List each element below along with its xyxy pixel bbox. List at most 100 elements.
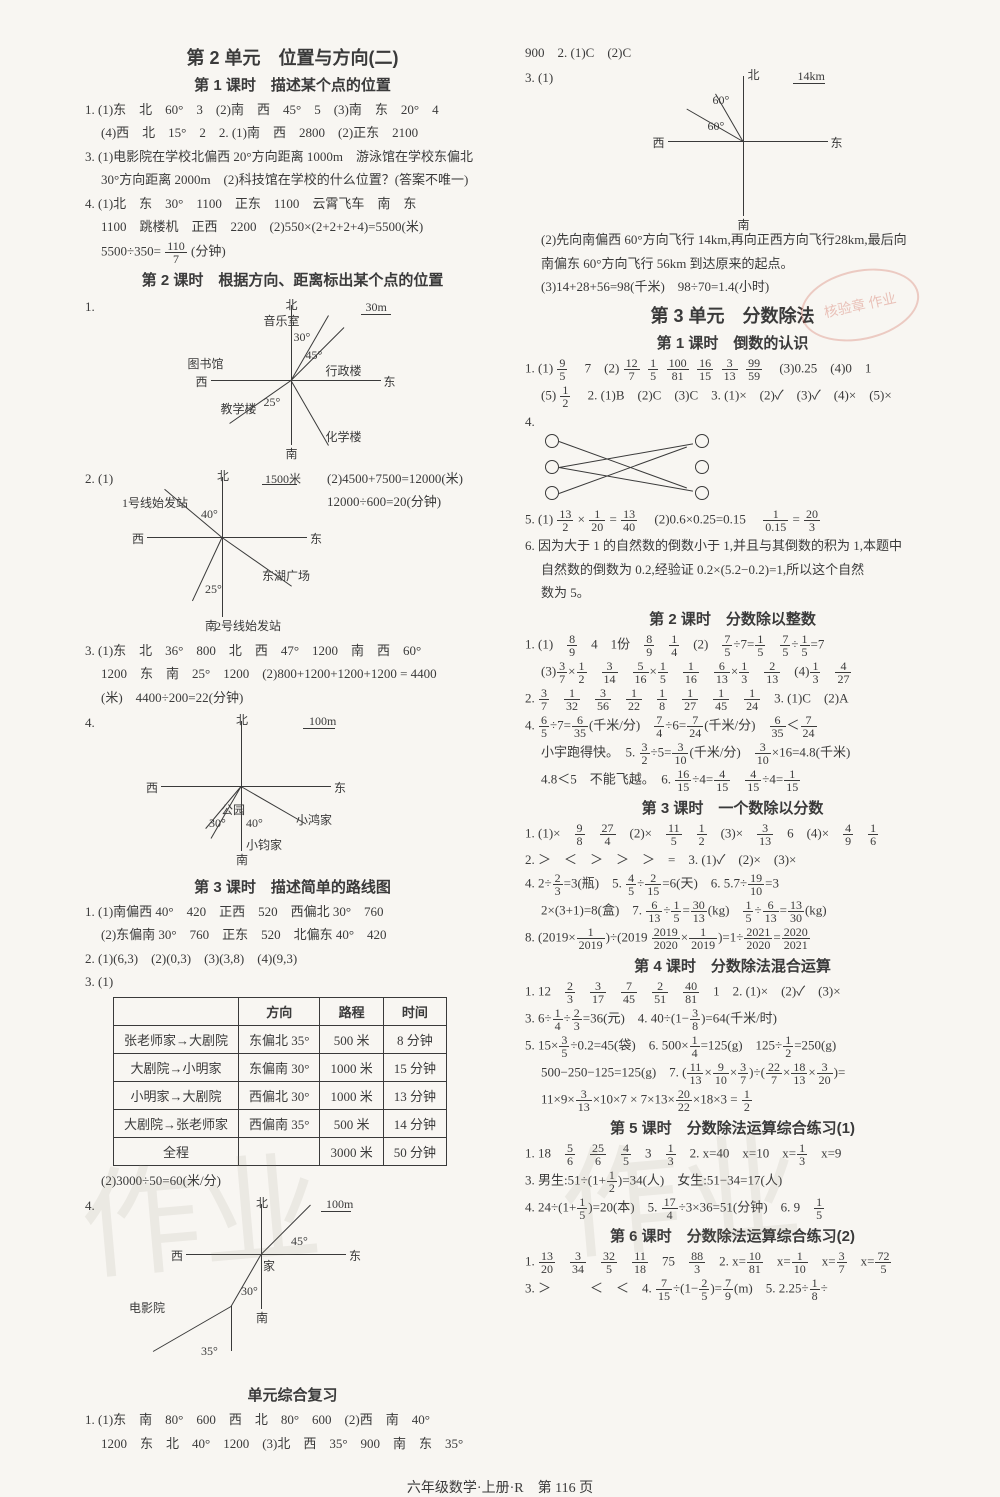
u3l3-l3: 4. 2÷23=3(瓶) 5. 45÷215=6(天) 6. 5.7÷1910=… [525, 872, 940, 897]
fraction: 516 [633, 660, 649, 685]
d3-north: 北 [236, 711, 248, 728]
fraction: 18 [810, 1277, 820, 1302]
u3l3-l1: 1. (1)× 98 274 (2)× 115 12 (3)× 313 6 (4… [525, 822, 940, 847]
fraction: 13 [666, 1142, 676, 1167]
fraction: 16 [868, 822, 878, 847]
fraction: 325 [601, 1250, 617, 1275]
frac-13-40: 1340 [621, 508, 637, 533]
u3l5-l1: 1. 18 56 256 45 3 13 2. x=40 x=10 x=13 x… [525, 1142, 940, 1167]
diagram-2: 北 南 东 西 1500米 1号线始发站 40° 东湖广场 25° 2号线始发站 [127, 472, 327, 632]
fraction: 427 [835, 660, 851, 685]
fraction: 635 [572, 714, 588, 739]
d4-home: 家 [263, 1257, 275, 1274]
table-row: 大剧院→张老师家西偏南 35°500 米14 分钟 [114, 1109, 447, 1137]
u3l1-q1c: (5) 12 2. (1)B (2)C (3)C 3. (1)× (2)✓ (3… [525, 384, 940, 409]
fraction: 1113 [687, 1061, 703, 1086]
l1-q1b: (4)西 北 15° 2 2. (1)南 西 2800 (2)正东 2100 [85, 122, 500, 143]
fraction: 227 [766, 1061, 782, 1086]
fraction: 314 [602, 660, 618, 685]
fraction: 256 [590, 1142, 606, 1167]
fraction: 635 [770, 714, 786, 739]
d1-east: 东 [384, 373, 396, 390]
route-table: 方向 路程 时间 张老师家→大剧院东偏北 35°500 米8 分钟大剧院→小明家… [113, 997, 447, 1166]
fraction: 122 [626, 687, 642, 712]
fraction: 20212020 [744, 926, 772, 951]
l1-q3b: 30°方向距离 2000m (2)科技馆在学校的什么位置？(答案不唯一) [85, 169, 500, 190]
review-title: 单元综合复习 [85, 1384, 500, 1405]
l3-q3: 3. (1) [85, 974, 113, 989]
fraction: 23 [553, 872, 563, 897]
l3-q3b: (2)3000÷50=60(米/分) [85, 1170, 500, 1191]
d1-a30: 30° [294, 330, 311, 345]
d4-scale: 100m [326, 1197, 353, 1212]
u3l2-l4: 4. 65÷7=635(千米/分) 74÷6=724(千米/分) 635＜724 [525, 714, 940, 739]
d2-a40: 40° [201, 507, 218, 522]
fraction: 20202021 [782, 926, 810, 951]
fraction: 14 [553, 1007, 563, 1032]
l3-q1: 1. (1)南偏西 40° 420 正西 520 西偏北 30° 760 [85, 901, 500, 922]
d1-north: 北 [286, 296, 298, 313]
frac-1-0.15: 10.15 [763, 508, 788, 533]
fraction: 98 [575, 822, 585, 847]
fraction: 613 [714, 660, 730, 685]
d3-east: 东 [334, 779, 346, 796]
fraction: 14 [690, 1034, 700, 1059]
frac-9-5: 95 [557, 357, 567, 382]
d3-scale: 100m [309, 714, 336, 729]
fraction: 37 [738, 1061, 748, 1086]
fraction: 725 [875, 1250, 891, 1275]
frac-13-2: 132 [557, 508, 573, 533]
fraction: 12 [577, 660, 587, 685]
table-cell: 东偏南 30° [239, 1053, 320, 1081]
matching-diagram [545, 434, 715, 504]
d3-a30: 30° [209, 816, 226, 831]
l1-q4c-pre: 5500÷350= [101, 243, 161, 258]
fraction: 1910 [748, 872, 764, 897]
d2-side1: (2)4500+7500=12000(米) [327, 468, 500, 489]
fraction: 12019 [577, 926, 605, 951]
fraction: 75 [780, 633, 790, 658]
l1-q4c-post: (分钟) [191, 243, 226, 258]
lesson1-title: 第 1 课时 描述某个点的位置 [85, 74, 500, 95]
l1-q4b: 1100 跳楼机 正西 2200 (2)550×(2+2+2+4)=5500(米… [85, 216, 500, 237]
d1-xingzheng: 行政楼 [326, 362, 362, 379]
fraction: 12 [607, 1169, 617, 1194]
rev-q1b: 1200 东 北 40° 1200 (3)北 西 35° 900 南 东 35° [85, 1433, 500, 1454]
fraction: 320 [817, 1061, 833, 1086]
fraction: 613 [646, 899, 662, 924]
r-top: 900 2. (1)C (2)C [525, 42, 940, 63]
u3l6-title: 第 6 课时 分数除法运算综合练习(2) [525, 1225, 940, 1246]
route-header-row: 方向 路程 时间 [114, 997, 447, 1025]
d5-a60b: 60° [708, 119, 725, 134]
u3l3-l5: 8. (2019×12019)÷(2019 20192020×12019)=1÷… [525, 926, 940, 951]
d1-tushu: 图书馆 [188, 355, 224, 372]
d2-a25: 25° [205, 582, 222, 597]
unit2-title: 第 2 单元 位置与方向(二) [85, 44, 500, 70]
fraction: 15 [658, 660, 668, 685]
u3l1-q4-label: 4. [525, 411, 940, 432]
d5-east: 东 [831, 134, 843, 151]
table-cell: 1000 米 [320, 1053, 383, 1081]
frac-99-59: 9959 [746, 357, 762, 382]
frac-1-20: 120 [589, 508, 605, 533]
u3l2-l1: 1. (1) 89 4 1份 89 14 (2) 75÷7=15 75÷15=7 [525, 633, 940, 658]
u3l4-l5: 11×9×313×10×7 × 7×13×2022×18×3 = 12 [525, 1088, 940, 1113]
frac-12-7: 127 [624, 357, 640, 382]
fraction: 18 [657, 687, 667, 712]
page-container: 第 2 单元 位置与方向(二) 第 1 课时 描述某个点的位置 1. (1)东 … [0, 0, 1000, 1471]
fraction: 910 [713, 1061, 729, 1086]
table-cell: 全程 [114, 1137, 239, 1165]
fraction: 1118 [632, 1250, 648, 1275]
fraction: 116 [683, 660, 699, 685]
u3l4-l2: 3. 6÷14÷23=36(元) 4. 40÷(1−38)=64(千米/时) [525, 1007, 940, 1032]
fraction: 724 [687, 714, 703, 739]
th-1: 方向 [239, 997, 320, 1025]
fraction: 13 [739, 660, 749, 685]
fraction: 23 [572, 1007, 582, 1032]
u3l3-l2: 2. ＞ ＜ ＞ ＞ ＞ = 3. (1)✓ (2)× (3)× [525, 849, 940, 870]
u3l6-l1: 1. 1320 334 325 1118 75 883 2. x=1081 x=… [525, 1250, 940, 1275]
fraction: 32 [640, 741, 650, 766]
fraction: 883 [689, 1250, 705, 1275]
fraction: 132 [564, 687, 580, 712]
fraction: 12 [697, 822, 707, 847]
